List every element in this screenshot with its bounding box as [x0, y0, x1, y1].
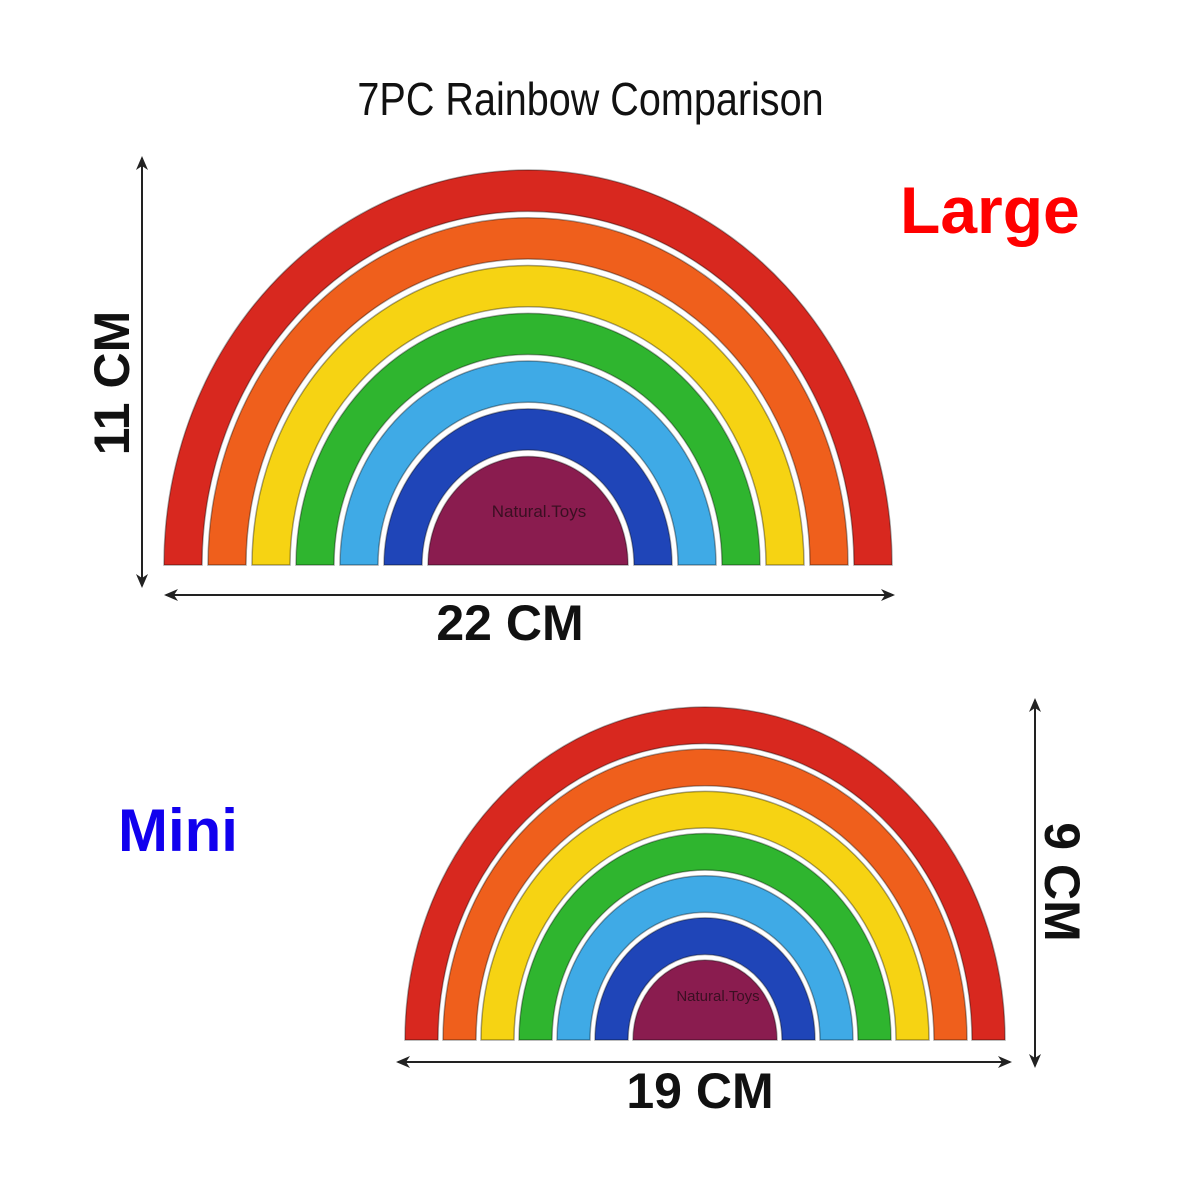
large-arc-6 [383, 408, 673, 566]
large-arc-5 [339, 360, 717, 566]
mini-height-label: 9 CM [1034, 822, 1090, 942]
mini-arc-6 [594, 917, 816, 1041]
mini-arc-5 [556, 875, 854, 1041]
large-height-label: 11 CM [84, 310, 140, 456]
large-arc-7 [427, 455, 629, 566]
mini-arc-4 [518, 832, 892, 1041]
large-label: Large [900, 173, 1080, 247]
mini-width-label: 19 CM [626, 1063, 774, 1119]
mini-arc-2 [442, 748, 968, 1041]
mini-brand-text: Natural.Toys [676, 988, 759, 1005]
mini-arc-3 [480, 790, 930, 1041]
mini-arc-1 [404, 706, 1006, 1041]
mini-arc-7 [632, 959, 778, 1041]
mini-rainbow: Natural.Toys [404, 706, 1006, 1041]
large-arc-1 [163, 169, 893, 566]
mini-label: Mini [118, 797, 238, 864]
large-rainbow: Natural.Toys [163, 169, 893, 566]
large-arc-4 [295, 312, 761, 566]
page-title: 7PC Rainbow Comparison [357, 73, 824, 125]
large-width-label: 22 CM [436, 595, 584, 651]
large-arc-2 [207, 217, 849, 566]
large-arc-3 [251, 264, 805, 566]
large-brand-text: Natural.Toys [492, 502, 586, 521]
